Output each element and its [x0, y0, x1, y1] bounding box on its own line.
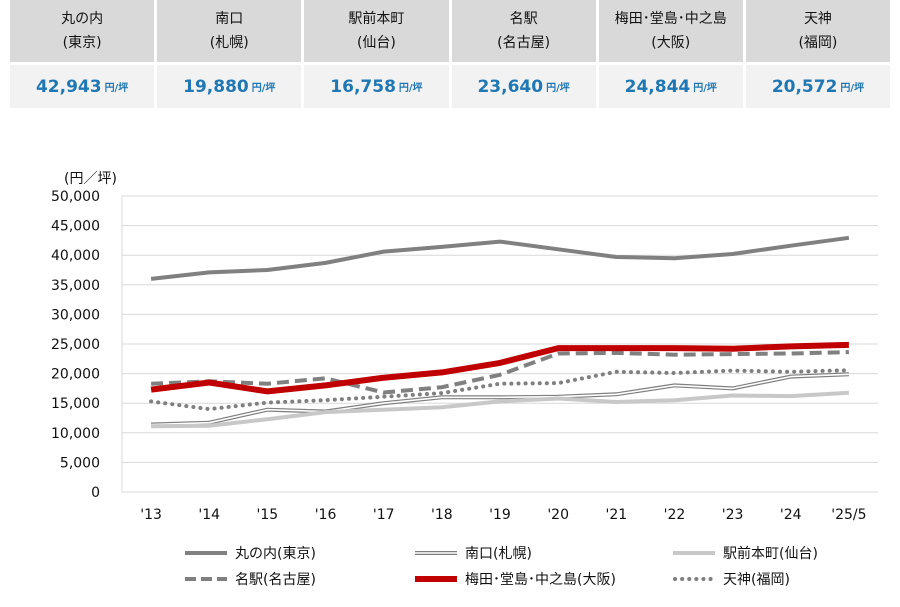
rent-unit: 円/坪 — [251, 83, 276, 94]
x-tick-label: '16 — [315, 507, 337, 523]
y-tick-label: 35,000 — [51, 278, 100, 294]
rent-line-chart: (円／坪) 0 5,000 10,000 15,000 20,000 25,000 30,0… — [51, 171, 878, 523]
area-name: 南口 — [215, 11, 244, 27]
area-value-umeda: 24,844 円/坪 — [598, 65, 743, 108]
y-tick-label: 30,000 — [51, 307, 100, 323]
y-tick-label: 20,000 — [51, 367, 100, 383]
legend-label: 南口(札幌) — [465, 546, 532, 562]
y-tick-label: 50,000 — [51, 189, 100, 205]
series-lines — [149, 235, 851, 429]
y-tick-label: 40,000 — [51, 248, 100, 264]
x-tick-label: '21 — [605, 507, 627, 523]
legend-swatch-solid-light-gray — [673, 551, 715, 555]
legend-item-marunouchi: 丸の内(東京) — [185, 543, 415, 563]
area-header-meieki: 名駅 (名古屋) — [451, 0, 596, 62]
area-city: (東京) — [62, 35, 102, 51]
rent-value: 24,844 — [624, 76, 691, 97]
x-tick-label: '17 — [373, 507, 395, 523]
legend-item-minamiguchi: 南口(札幌) — [415, 543, 673, 563]
area-value-marunouchi: 42,943 円/坪 — [10, 65, 155, 108]
legend-row-2: 名駅(名古屋) 梅田･堂島･中之島(大阪) 天神(福岡) — [185, 566, 885, 592]
series-line — [150, 235, 850, 281]
x-tick-label: '19 — [489, 507, 511, 523]
chart-legend: 丸の内(東京) 南口(札幌) 駅前本町(仙台) 名駅(名古屋) 梅田･堂島･中之… — [185, 540, 885, 592]
y-axis-unit-label: (円／坪) — [64, 171, 117, 187]
area-name: 天神 — [803, 11, 832, 27]
legend-swatch-solid-red — [415, 576, 457, 582]
legend-label: 梅田･堂島･中之島(大阪) — [465, 572, 616, 588]
area-city: (大阪) — [651, 35, 691, 51]
series-line-inner — [151, 373, 849, 426]
x-tick-label: '23 — [722, 507, 744, 523]
area-value-tenjin: 20,572 円/坪 — [745, 65, 891, 108]
rent-unit: 円/坪 — [693, 83, 717, 94]
y-tick-label: 45,000 — [51, 219, 100, 235]
price-table-header-row: 丸の内 (東京) 南口 (札幌) 駅前本町 (仙台) 名駅 (名古屋) 梅田･堂島･中之… — [10, 0, 891, 62]
legend-label: 駅前本町(仙台) — [723, 546, 818, 562]
legend-swatch-solid-gray — [185, 551, 227, 555]
area-header-marunouchi: 丸の内 (東京) — [10, 0, 155, 62]
series-line — [150, 341, 849, 395]
rent-value: 42,943 — [35, 76, 102, 97]
legend-item-umeda: 梅田･堂島･中之島(大阪) — [415, 569, 673, 589]
area-city: (札幌) — [209, 35, 249, 51]
y-tick-label: 15,000 — [51, 396, 100, 412]
y-tick-label: 25,000 — [51, 337, 100, 353]
x-tick-label: '18 — [431, 507, 453, 523]
legend-item-tenjin: 天神(福岡) — [673, 569, 790, 589]
area-value-ekimaehonmachi: 16,758 円/坪 — [304, 65, 449, 108]
x-tick-label: '22 — [664, 507, 686, 523]
area-city: (仙台) — [356, 35, 396, 51]
gridlines — [121, 195, 878, 493]
rent-value: 20,572 — [771, 76, 838, 97]
x-tick-label: '25/5 — [831, 507, 866, 523]
legend-label: 天神(福岡) — [723, 572, 790, 588]
legend-swatch-dashed — [185, 577, 227, 581]
area-city: (名古屋) — [497, 35, 551, 51]
x-tick-label: '14 — [198, 507, 220, 523]
rent-value: 19,880 — [183, 76, 249, 97]
area-header-umeda: 梅田･堂島･中之島 (大阪) — [598, 0, 743, 62]
rent-unit: 円/坪 — [546, 83, 570, 94]
price-table: 丸の内 (東京) 南口 (札幌) 駅前本町 (仙台) 名駅 (名古屋) 梅田･堂島･中之… — [10, 0, 891, 108]
area-name: 名駅 — [509, 11, 538, 27]
y-axis-ticks: 0 5,000 10,000 15,000 20,000 25,000 30,000 35,0… — [51, 189, 100, 501]
rent-value: 16,758 — [330, 76, 396, 97]
legend-label: 丸の内(東京) — [235, 546, 316, 562]
price-table-value-row: 42,943 円/坪 19,880 円/坪 16,758 円/坪 23,640 円/坪 … — [10, 65, 891, 108]
series-line — [151, 390, 850, 429]
y-tick-label: 0 — [91, 485, 100, 501]
area-name: 丸の内 — [61, 11, 104, 27]
rent-unit: 円/坪 — [398, 83, 423, 94]
area-name: 梅田･堂島･中之島 — [614, 11, 727, 27]
y-tick-label: 10,000 — [51, 426, 100, 442]
x-axis-ticks: '13 '14 '15 '16 '17 '18 '19 '20 '21 '22 '23 '24 '25/… — [140, 507, 866, 523]
legend-item-ekimaehonmachi: 駅前本町(仙台) — [673, 543, 818, 563]
legend-label: 名駅(名古屋) — [235, 572, 316, 588]
legend-row-1: 丸の内(東京) 南口(札幌) 駅前本町(仙台) — [185, 540, 885, 566]
area-header-minamiguchi: 南口 (札幌) — [157, 0, 302, 62]
area-header-ekimaehonmachi: 駅前本町 (仙台) — [304, 0, 449, 62]
x-tick-label: '24 — [780, 507, 802, 523]
legend-swatch-double-line — [415, 551, 457, 555]
x-tick-label: '20 — [547, 507, 569, 523]
area-value-minamiguchi: 19,880 円/坪 — [157, 65, 302, 108]
series-line — [151, 350, 849, 395]
rent-unit: 円/坪 — [104, 83, 129, 94]
x-tick-label: '13 — [140, 507, 162, 523]
legend-swatch-dotted — [673, 577, 715, 581]
rent-value: 23,640 — [477, 76, 544, 97]
legend-item-meieki: 名駅(名古屋) — [185, 569, 415, 589]
area-value-meieki: 23,640 円/坪 — [451, 65, 596, 108]
area-header-tenjin: 天神 (福岡) — [745, 0, 891, 62]
area-name: 駅前本町 — [348, 11, 405, 27]
rent-unit: 円/坪 — [840, 83, 865, 94]
x-tick-label: '15 — [257, 507, 279, 523]
area-city: (福岡) — [798, 35, 838, 51]
y-tick-label: 5,000 — [60, 455, 100, 471]
